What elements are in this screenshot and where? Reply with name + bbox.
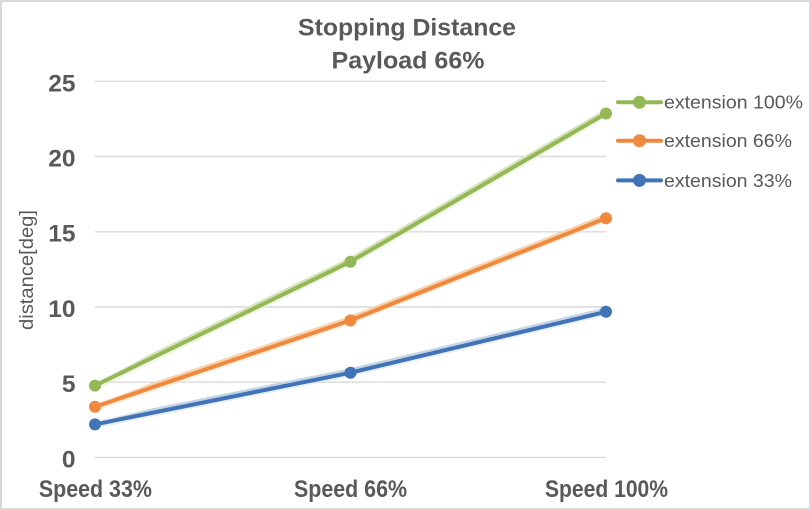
svg-text:Speed 33%: Speed 33%	[39, 476, 152, 503]
svg-text:0: 0	[62, 446, 76, 473]
svg-text:extension 100%: extension 100%	[664, 92, 803, 113]
svg-text:25: 25	[48, 70, 75, 97]
svg-text:20: 20	[48, 146, 75, 173]
svg-text:15: 15	[48, 221, 75, 248]
svg-text:extension 66%: extension 66%	[664, 130, 792, 151]
svg-text:extension 33%: extension 33%	[664, 170, 792, 191]
svg-text:Speed 66%: Speed 66%	[294, 476, 407, 503]
svg-text:10: 10	[48, 296, 75, 323]
svg-text:Payload 66%: Payload 66%	[332, 47, 485, 74]
svg-text:Stopping Distance: Stopping Distance	[298, 15, 516, 42]
svg-text:distance[deg]: distance[deg]	[17, 210, 38, 330]
svg-text:5: 5	[62, 371, 76, 398]
svg-text:Speed 100%: Speed 100%	[545, 476, 668, 503]
